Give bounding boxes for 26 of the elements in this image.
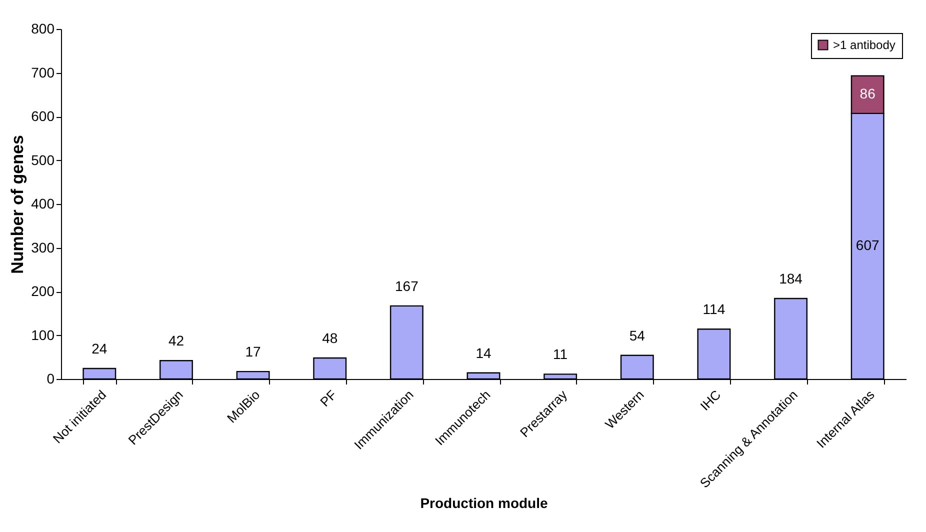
data-label: 607 (856, 237, 880, 254)
y-tick-label: 300 (31, 239, 55, 256)
data-label: 17 (245, 344, 262, 360)
data-label: 48 (322, 330, 338, 346)
data-label: 14 (476, 344, 492, 361)
data-label: 86 (860, 86, 876, 102)
x-tick-label: IHC (697, 387, 724, 414)
y-tick-label: 700 (31, 64, 55, 80)
y-tick-label: 500 (31, 152, 55, 168)
y-tick-label: 200 (31, 283, 55, 299)
data-label: 167 (395, 278, 419, 294)
data-label: 184 (779, 270, 803, 286)
legend-label: >1 antibody (833, 38, 896, 52)
data-label: 24 (92, 340, 108, 356)
y-axis-title: Number of genes (8, 135, 28, 274)
data-label: 42 (168, 332, 184, 349)
y-tick-label: 600 (31, 108, 55, 124)
y-tick-label: 0 (46, 370, 55, 386)
x-axis-title: Production module (420, 495, 548, 512)
y-tick-label: 800 (31, 20, 55, 36)
y-tick-label: 100 (31, 326, 55, 343)
data-label: 114 (702, 301, 726, 318)
y-tick-label: 400 (31, 196, 55, 212)
data-label: 11 (553, 346, 568, 362)
x-tick-label: PF (317, 387, 340, 410)
data-label: 54 (629, 327, 646, 344)
